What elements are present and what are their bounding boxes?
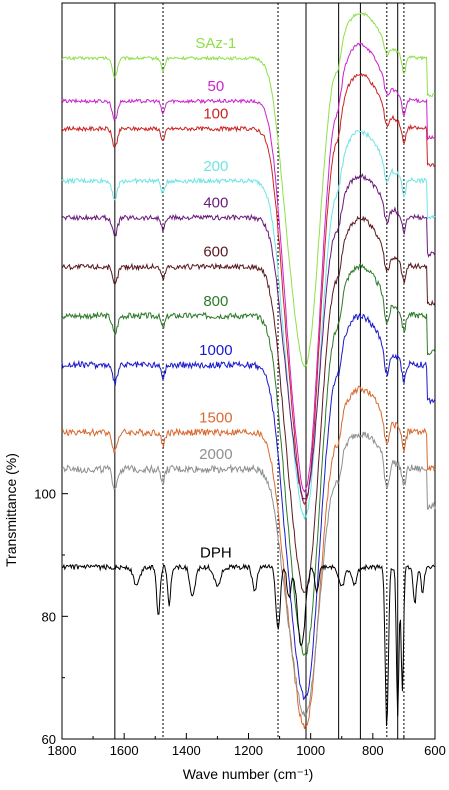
series-line — [61, 42, 436, 493]
series-line — [61, 129, 436, 520]
series-line — [61, 385, 436, 730]
plot-frame — [61, 2, 436, 740]
x-axis: 1800 1600 1400 1200 1000 800 600 — [48, 733, 446, 758]
y-tick-label: 100 — [34, 487, 56, 502]
series-label: 2000 — [199, 446, 232, 463]
series-group — [61, 11, 436, 730]
y-axis-label: Transmittance (%) — [3, 453, 19, 567]
series-labels: SAz-1 50 100 200 400 600 800 1000 1500 2000 DPH — [195, 35, 236, 561]
series-label: 600 — [203, 244, 228, 261]
series-label: SAz-1 — [195, 35, 236, 52]
x-tick-label: 1600 — [110, 743, 139, 758]
y-tick-label: 80 — [42, 609, 56, 624]
series-label: 50 — [208, 78, 225, 95]
series-label: 100 — [203, 106, 228, 123]
x-tick-label: 800 — [362, 743, 384, 758]
x-axis-label: Wave number (cm⁻¹) — [183, 766, 314, 782]
series-label: 1000 — [199, 342, 232, 359]
series-line — [61, 172, 436, 502]
series-label: DPH — [200, 544, 232, 561]
series-line — [61, 215, 436, 593]
series-line — [61, 431, 436, 717]
x-tick-label: 1000 — [296, 743, 325, 758]
series-label: 200 — [203, 158, 228, 175]
x-tick-label: 600 — [424, 743, 446, 758]
series-label: 1500 — [199, 409, 232, 426]
series-label: 800 — [203, 293, 228, 310]
series-label: 400 — [203, 195, 228, 212]
series-line — [61, 263, 436, 657]
series-line — [61, 312, 436, 701]
x-tick-label: 1200 — [234, 743, 263, 758]
y-axis: 60 80 100 — [34, 487, 68, 747]
series-line — [61, 72, 436, 506]
y-tick-label: 60 — [42, 732, 56, 747]
x-tick-label: 1400 — [172, 743, 201, 758]
series-line — [61, 11, 436, 368]
x-tick-label: 1800 — [48, 743, 77, 758]
series-line — [61, 563, 436, 727]
